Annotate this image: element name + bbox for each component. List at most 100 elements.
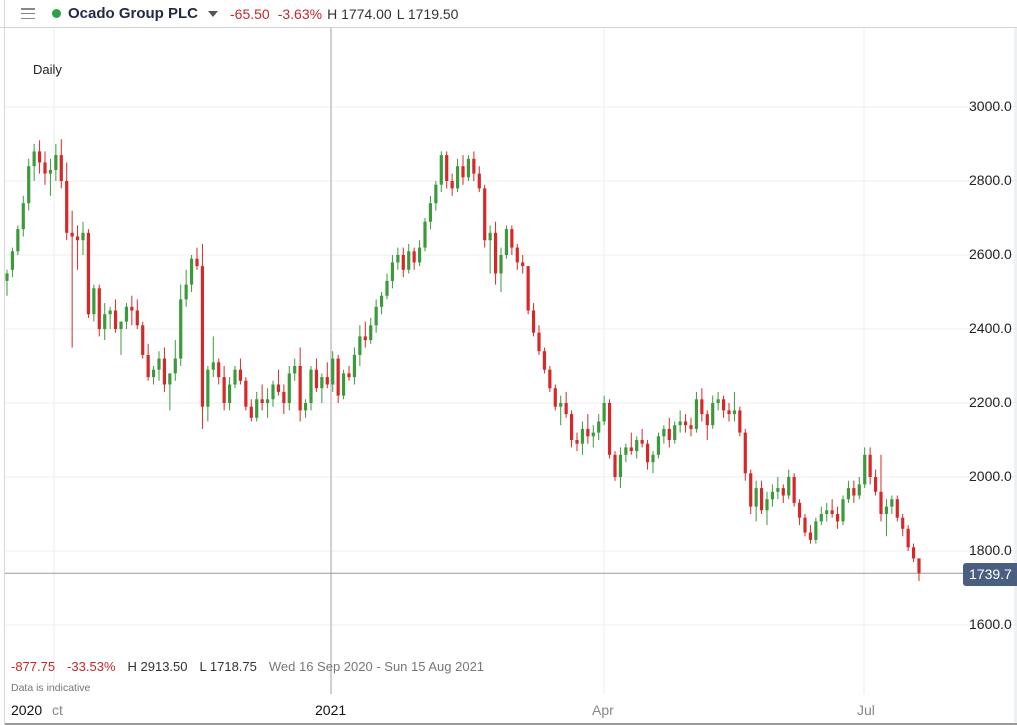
candle <box>227 377 232 411</box>
candle <box>293 358 297 381</box>
candle <box>124 303 129 329</box>
candlestick-chart[interactable] <box>5 28 1017 694</box>
y-axis-label: 2400.0 <box>969 320 1012 336</box>
candle <box>781 484 785 503</box>
candle <box>776 477 780 500</box>
period-change-pct: -33.53% <box>67 659 116 674</box>
candle <box>863 447 867 489</box>
candle <box>211 336 215 378</box>
candle <box>689 417 693 437</box>
candle <box>683 414 688 433</box>
candle <box>879 454 883 522</box>
candle <box>466 155 471 181</box>
candle <box>206 366 210 422</box>
candle <box>819 506 823 526</box>
candle <box>43 151 47 185</box>
candle <box>146 343 150 381</box>
candle <box>27 158 31 211</box>
candle <box>716 391 720 411</box>
candle <box>331 351 335 392</box>
instrument-title[interactable]: Ocado Group PLC <box>68 5 199 22</box>
right-scrollbar-strip[interactable] <box>1014 28 1017 725</box>
candle <box>65 162 69 241</box>
candle <box>168 373 172 411</box>
candle <box>358 325 362 366</box>
candle <box>732 391 737 422</box>
candle <box>244 377 248 411</box>
candle <box>797 499 802 526</box>
candle <box>678 410 682 433</box>
candle <box>759 480 764 514</box>
candle <box>135 299 139 329</box>
candle <box>721 395 726 418</box>
candle <box>97 284 101 337</box>
period-date-range: Wed 16 Sep 2020 - Sun 15 Aug 2021 <box>268 659 485 674</box>
candle <box>559 395 563 426</box>
candle <box>510 225 514 255</box>
candle <box>407 243 411 274</box>
candle <box>727 403 731 422</box>
candle <box>749 469 753 514</box>
interval-label[interactable]: Daily <box>33 62 62 77</box>
header-change: -65.50 <box>230 5 270 22</box>
candle <box>255 391 259 422</box>
candle <box>81 221 85 255</box>
candle <box>141 321 145 359</box>
candle <box>238 358 243 385</box>
x-axis-line <box>5 723 1017 725</box>
candle <box>743 428 747 481</box>
candle <box>173 340 177 381</box>
candle <box>325 362 329 389</box>
candle <box>825 502 829 522</box>
candle <box>700 388 704 422</box>
candle <box>526 266 530 315</box>
candle <box>711 395 715 429</box>
y-axis-label: 1800.0 <box>969 542 1012 558</box>
candle <box>542 347 547 374</box>
candle <box>564 391 568 418</box>
candle <box>282 384 286 415</box>
candle <box>602 395 606 426</box>
candle <box>841 495 845 526</box>
candle <box>830 499 834 518</box>
candle <box>852 480 856 503</box>
candle <box>222 366 226 411</box>
hamburger-menu-icon[interactable] <box>21 8 35 19</box>
candle <box>108 306 112 329</box>
candle <box>640 428 644 448</box>
candle <box>591 425 595 448</box>
candle <box>86 229 91 318</box>
period-low: L 1718.75 <box>199 659 257 674</box>
candle <box>618 447 623 489</box>
candle <box>792 473 796 507</box>
candle <box>314 358 319 392</box>
candle <box>445 151 449 189</box>
candle <box>694 391 699 433</box>
y-axis-label: 3000.0 <box>969 98 1012 114</box>
candle <box>303 399 308 418</box>
header-high: H 1774.00 <box>327 5 392 22</box>
header-change-pct: -3.63% <box>277 5 323 22</box>
candle <box>287 366 291 411</box>
period-summary: -877.75 -33.53% H 2913.50 L 1718.75 Wed … <box>11 659 484 674</box>
candle <box>569 410 574 448</box>
x-axis-label: ct <box>52 702 63 718</box>
candle <box>499 247 503 292</box>
candle <box>738 406 742 437</box>
candle <box>504 225 509 259</box>
candle <box>320 373 324 403</box>
candle <box>515 243 519 270</box>
candle <box>868 447 872 485</box>
candle <box>873 469 878 496</box>
candle <box>369 317 373 344</box>
instrument-dropdown-caret-icon[interactable] <box>208 10 219 17</box>
candle <box>770 484 775 507</box>
candle <box>390 255 395 289</box>
y-axis-label: 1600.0 <box>969 616 1012 632</box>
x-axis-label: 2020 <box>11 702 43 718</box>
candle <box>895 495 899 522</box>
candle <box>265 388 270 418</box>
candle <box>54 144 58 181</box>
candle <box>787 469 791 500</box>
candle <box>439 151 443 193</box>
